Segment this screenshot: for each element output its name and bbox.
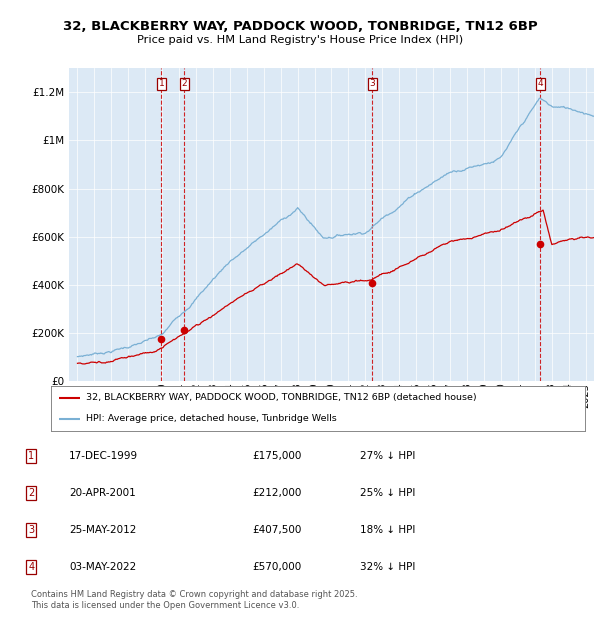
Text: 17-DEC-1999: 17-DEC-1999: [69, 451, 138, 461]
Text: £212,000: £212,000: [252, 488, 301, 498]
Text: 32, BLACKBERRY WAY, PADDOCK WOOD, TONBRIDGE, TN12 6BP: 32, BLACKBERRY WAY, PADDOCK WOOD, TONBRI…: [62, 20, 538, 33]
Text: 3: 3: [369, 79, 375, 89]
Text: HPI: Average price, detached house, Tunbridge Wells: HPI: Average price, detached house, Tunb…: [86, 414, 337, 423]
Text: £570,000: £570,000: [252, 562, 301, 572]
Text: 03-MAY-2022: 03-MAY-2022: [69, 562, 136, 572]
Text: Contains HM Land Registry data © Crown copyright and database right 2025.
This d: Contains HM Land Registry data © Crown c…: [31, 590, 358, 609]
Text: 2: 2: [181, 79, 187, 89]
Text: £175,000: £175,000: [252, 451, 301, 461]
Text: 1: 1: [158, 79, 164, 89]
Text: 1: 1: [28, 451, 34, 461]
Text: 25% ↓ HPI: 25% ↓ HPI: [360, 488, 415, 498]
Text: 27% ↓ HPI: 27% ↓ HPI: [360, 451, 415, 461]
Text: 32, BLACKBERRY WAY, PADDOCK WOOD, TONBRIDGE, TN12 6BP (detached house): 32, BLACKBERRY WAY, PADDOCK WOOD, TONBRI…: [86, 393, 476, 402]
Text: 25-MAY-2012: 25-MAY-2012: [69, 525, 136, 535]
Text: 4: 4: [538, 79, 543, 89]
Text: 3: 3: [28, 525, 34, 535]
Text: 18% ↓ HPI: 18% ↓ HPI: [360, 525, 415, 535]
Text: 32% ↓ HPI: 32% ↓ HPI: [360, 562, 415, 572]
Text: £407,500: £407,500: [252, 525, 301, 535]
Text: 2: 2: [28, 488, 34, 498]
Text: 4: 4: [28, 562, 34, 572]
Text: Price paid vs. HM Land Registry's House Price Index (HPI): Price paid vs. HM Land Registry's House …: [137, 35, 463, 45]
Text: 20-APR-2001: 20-APR-2001: [69, 488, 136, 498]
